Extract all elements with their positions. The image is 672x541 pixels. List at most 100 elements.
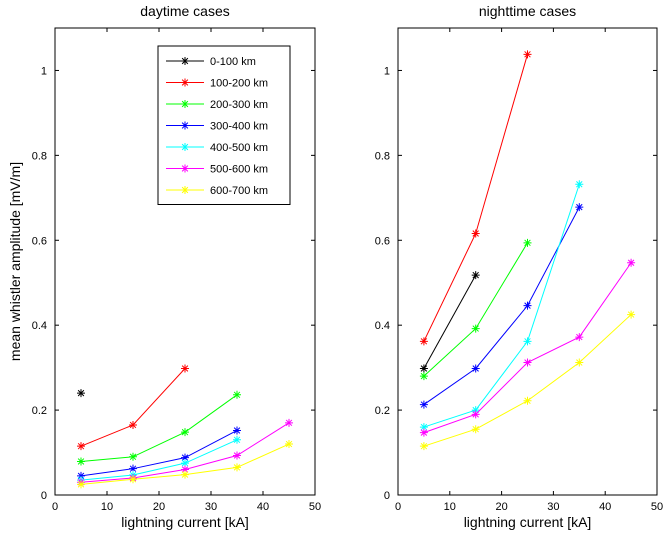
data-point [471, 229, 480, 238]
data-point [419, 442, 428, 451]
data-point [419, 423, 428, 432]
data-point-glyph [471, 364, 480, 373]
data-point [129, 464, 137, 473]
data-point-glyph [419, 423, 428, 432]
data-point-glyph [129, 464, 137, 473]
x-tick-label: 50 [651, 501, 663, 513]
y-tick-label: 0.6 [375, 235, 390, 247]
series-line [423, 184, 580, 428]
legend-label: 0-100 km [210, 56, 256, 68]
series-600-700-km [77, 440, 293, 489]
legend-marker [181, 164, 189, 173]
data-point [575, 358, 584, 367]
data-point-glyph [77, 457, 85, 466]
data-point [181, 459, 189, 468]
data-point-glyph [523, 337, 532, 346]
legend-entry: 400-500 km [166, 142, 268, 154]
data-point [285, 440, 293, 449]
data-point [129, 452, 137, 461]
data-point [181, 470, 189, 479]
data-point [181, 465, 189, 474]
legend-entry: 100-200 km [166, 78, 268, 90]
data-point [575, 333, 584, 342]
data-point-glyph [181, 465, 189, 474]
series-line [80, 394, 238, 462]
y-tick-label: 0.2 [375, 405, 390, 417]
series-0-100-km [419, 271, 480, 373]
plot-area-1 [397, 27, 658, 496]
legend-marker-glyph [181, 78, 189, 87]
x-axis-label: lightning current [kA] [121, 514, 249, 530]
data-point [77, 389, 85, 398]
legend-label: 500-600 km [210, 164, 268, 176]
y-tick-label: 0.8 [375, 150, 390, 162]
data-point-glyph [523, 358, 532, 367]
legend-entry: 300-400 km [166, 121, 268, 133]
y-tick-label: 0.2 [32, 405, 47, 417]
x-tick-label: 20 [153, 501, 165, 513]
x-tick-label: 10 [101, 501, 113, 513]
series-300-400-km [419, 203, 584, 409]
x-tick-label: 30 [205, 501, 217, 513]
data-point [471, 410, 480, 419]
data-point-glyph [523, 396, 532, 405]
data-point-glyph [129, 475, 137, 484]
data-point-glyph [419, 372, 428, 381]
data-point [523, 358, 532, 367]
data-point-glyph [575, 358, 584, 367]
x-tick-label: 30 [547, 501, 559, 513]
legend-label: 200-300 km [210, 99, 268, 111]
data-point [233, 390, 241, 399]
data-point [419, 428, 428, 437]
x-tick-label: 50 [309, 501, 321, 513]
data-point-glyph [419, 364, 428, 373]
x-tick-label: 40 [599, 501, 611, 513]
data-point-glyph [129, 420, 137, 429]
data-point [181, 453, 189, 462]
y-tick-label: 0 [41, 490, 47, 502]
data-point [233, 426, 241, 435]
data-point-glyph [233, 426, 241, 435]
data-point-glyph [471, 406, 480, 415]
data-point-glyph [233, 390, 241, 399]
legend-marker [181, 100, 189, 108]
series-100-200-km [419, 50, 532, 346]
y-tick-label: 0.8 [32, 150, 47, 162]
y-tick-label: 0.4 [375, 320, 390, 332]
data-point-glyph [523, 238, 532, 247]
data-point-glyph [471, 324, 480, 333]
data-point [575, 180, 584, 189]
legend-label: 100-200 km [210, 78, 268, 90]
y-tick-label: 0 [384, 490, 390, 502]
data-point [471, 271, 480, 280]
x-tick-label: 10 [444, 501, 456, 513]
y-tick-label: 1 [384, 65, 390, 77]
data-point-glyph [181, 428, 189, 437]
data-point [627, 258, 636, 267]
data-point-glyph [419, 442, 428, 451]
x-axis-label: lightning current [kA] [464, 514, 592, 530]
series-line [423, 274, 477, 369]
data-point [419, 372, 428, 381]
data-point [471, 406, 480, 415]
data-point [181, 428, 189, 437]
series-100-200-km [77, 364, 189, 451]
series-line [423, 206, 580, 405]
legend-entry: 500-600 km [166, 164, 268, 176]
data-point [471, 364, 480, 373]
y-tick-label: 0.6 [32, 235, 47, 247]
data-point-glyph [471, 229, 480, 238]
y-tick-label: 1 [41, 65, 47, 77]
data-point-glyph [575, 180, 584, 189]
data-point-glyph [523, 301, 532, 310]
data-point-glyph [419, 400, 428, 409]
data-point [419, 400, 428, 409]
legend-marker [181, 78, 189, 87]
data-point-glyph [129, 452, 137, 461]
data-point-glyph [575, 333, 584, 342]
chart-title: daytime cases [140, 3, 229, 19]
legend-entry: 200-300 km [166, 99, 268, 111]
legend-entry: 600-700 km [166, 185, 268, 197]
data-point [233, 451, 241, 460]
